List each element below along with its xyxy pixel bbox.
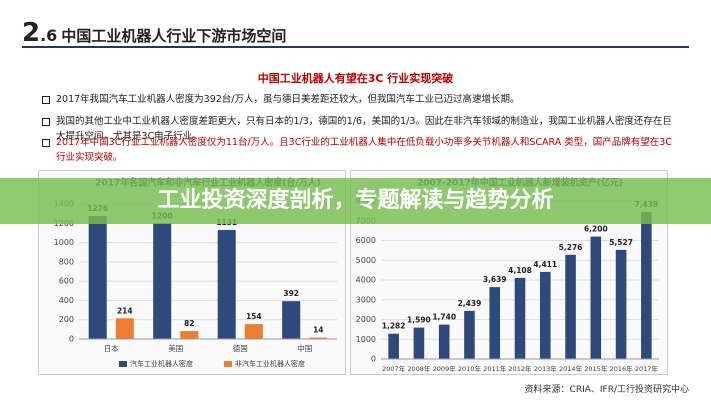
bullet: 2017年中国3C行业工业机器人密度仅为11台/万人。且3C行业的工业机器人集中… <box>42 135 676 165</box>
y-tick-label: 0 <box>69 335 74 344</box>
y-tick-label: 800 <box>59 257 74 266</box>
header: 2.6 中国工业机器人行业下游市场空间 <box>22 18 286 48</box>
value-label: 4,108 <box>508 266 532 275</box>
x-tick-label: 2009年 <box>433 364 457 373</box>
bar <box>180 331 199 339</box>
bar <box>539 271 551 359</box>
value-label: 392 <box>283 289 299 298</box>
x-tick-label: 中国 <box>297 343 312 353</box>
y-tick-label: 3000 <box>356 295 376 304</box>
subtitle: 中国工业机器人有望在3C 行业实现突破 <box>257 72 454 85</box>
bar <box>115 318 134 339</box>
x-tick-label: 2011年 <box>483 364 507 373</box>
y-tick-label: 0 <box>371 355 376 364</box>
value-label: 3,639 <box>483 275 507 284</box>
bar <box>88 215 107 339</box>
bar <box>244 324 263 339</box>
legend-label: 汽车工业机器人密度 <box>130 359 193 368</box>
legend-swatch <box>224 361 232 367</box>
x-tick-label: 美国 <box>168 343 183 353</box>
banner: 工业投资深度剖析，专题解读与趋势分析 <box>0 178 711 224</box>
y-tick-label: 400 <box>59 296 74 305</box>
x-tick-label: 2010年 <box>458 364 482 373</box>
value-label: 154 <box>246 312 262 321</box>
bar <box>309 337 328 339</box>
x-tick-label: 2012年 <box>508 364 532 373</box>
x-tick-label: 2017年 <box>635 364 659 373</box>
value-label: 1,740 <box>432 313 456 322</box>
x-tick-label: 2014年 <box>559 364 583 373</box>
value-label: 6,200 <box>584 225 608 234</box>
source: 资料来源：CRIA、IFR/工行投资研究中心 <box>524 385 689 395</box>
y-tick-label: 1000 <box>356 335 376 344</box>
bullet: 我国的其他工业中工业机器人密度差距更大，只有日本的1/3，德国的1/6，美国的1… <box>42 114 676 144</box>
legend-label: 非汽车工业机器人密度 <box>235 359 305 368</box>
bar <box>438 324 450 359</box>
bar <box>413 327 425 359</box>
y-tick-label: 200 <box>59 315 74 324</box>
legend-swatch <box>119 361 127 367</box>
header-title: 中国工业机器人行业下游市场空间 <box>61 27 287 45</box>
bar <box>641 212 652 359</box>
y-tick-label: 600 <box>59 277 74 286</box>
bar <box>565 254 576 359</box>
x-tick-label: 2016年 <box>610 364 634 373</box>
x-tick-label: 2015年 <box>584 364 608 373</box>
value-label: 5,276 <box>559 243 583 252</box>
x-tick-label: 2013年 <box>534 364 558 373</box>
bar <box>153 223 172 339</box>
bar <box>615 249 627 359</box>
bar <box>217 229 236 339</box>
bar <box>464 310 475 359</box>
y-tick-label: 1000 <box>54 238 74 247</box>
y-tick-label: 5000 <box>356 256 376 265</box>
value-label: 5,527 <box>609 238 633 247</box>
bar <box>388 333 399 359</box>
header-rule <box>22 46 689 48</box>
x-tick-label: 2008年 <box>407 364 431 373</box>
value-label: 4,411 <box>533 260 557 269</box>
x-tick-label: 德国 <box>233 343 248 353</box>
value-label: 214 <box>117 306 133 315</box>
bar <box>282 301 301 339</box>
x-tick-label: 2007年 <box>382 364 406 373</box>
bar <box>590 236 602 359</box>
x-tick-label: 日本 <box>104 343 119 353</box>
value-label: 82 <box>184 319 194 328</box>
bar <box>514 277 526 359</box>
section-minor: .6 <box>40 26 58 45</box>
value-label: 14 <box>313 326 323 335</box>
value-label: 1,590 <box>407 316 431 325</box>
y-tick-label: 6000 <box>356 236 376 245</box>
value-label: 2,439 <box>458 299 482 308</box>
bar <box>489 287 501 359</box>
y-tick-label: 2000 <box>356 315 376 324</box>
y-tick-label: 4000 <box>356 276 376 285</box>
value-label: 1,282 <box>382 322 406 331</box>
bullet: 2017年我国汽车工业机器人密度为392台/万人，虽与德日美差距还较大，但我国汽… <box>42 92 676 107</box>
section-major: 2 <box>22 18 41 48</box>
